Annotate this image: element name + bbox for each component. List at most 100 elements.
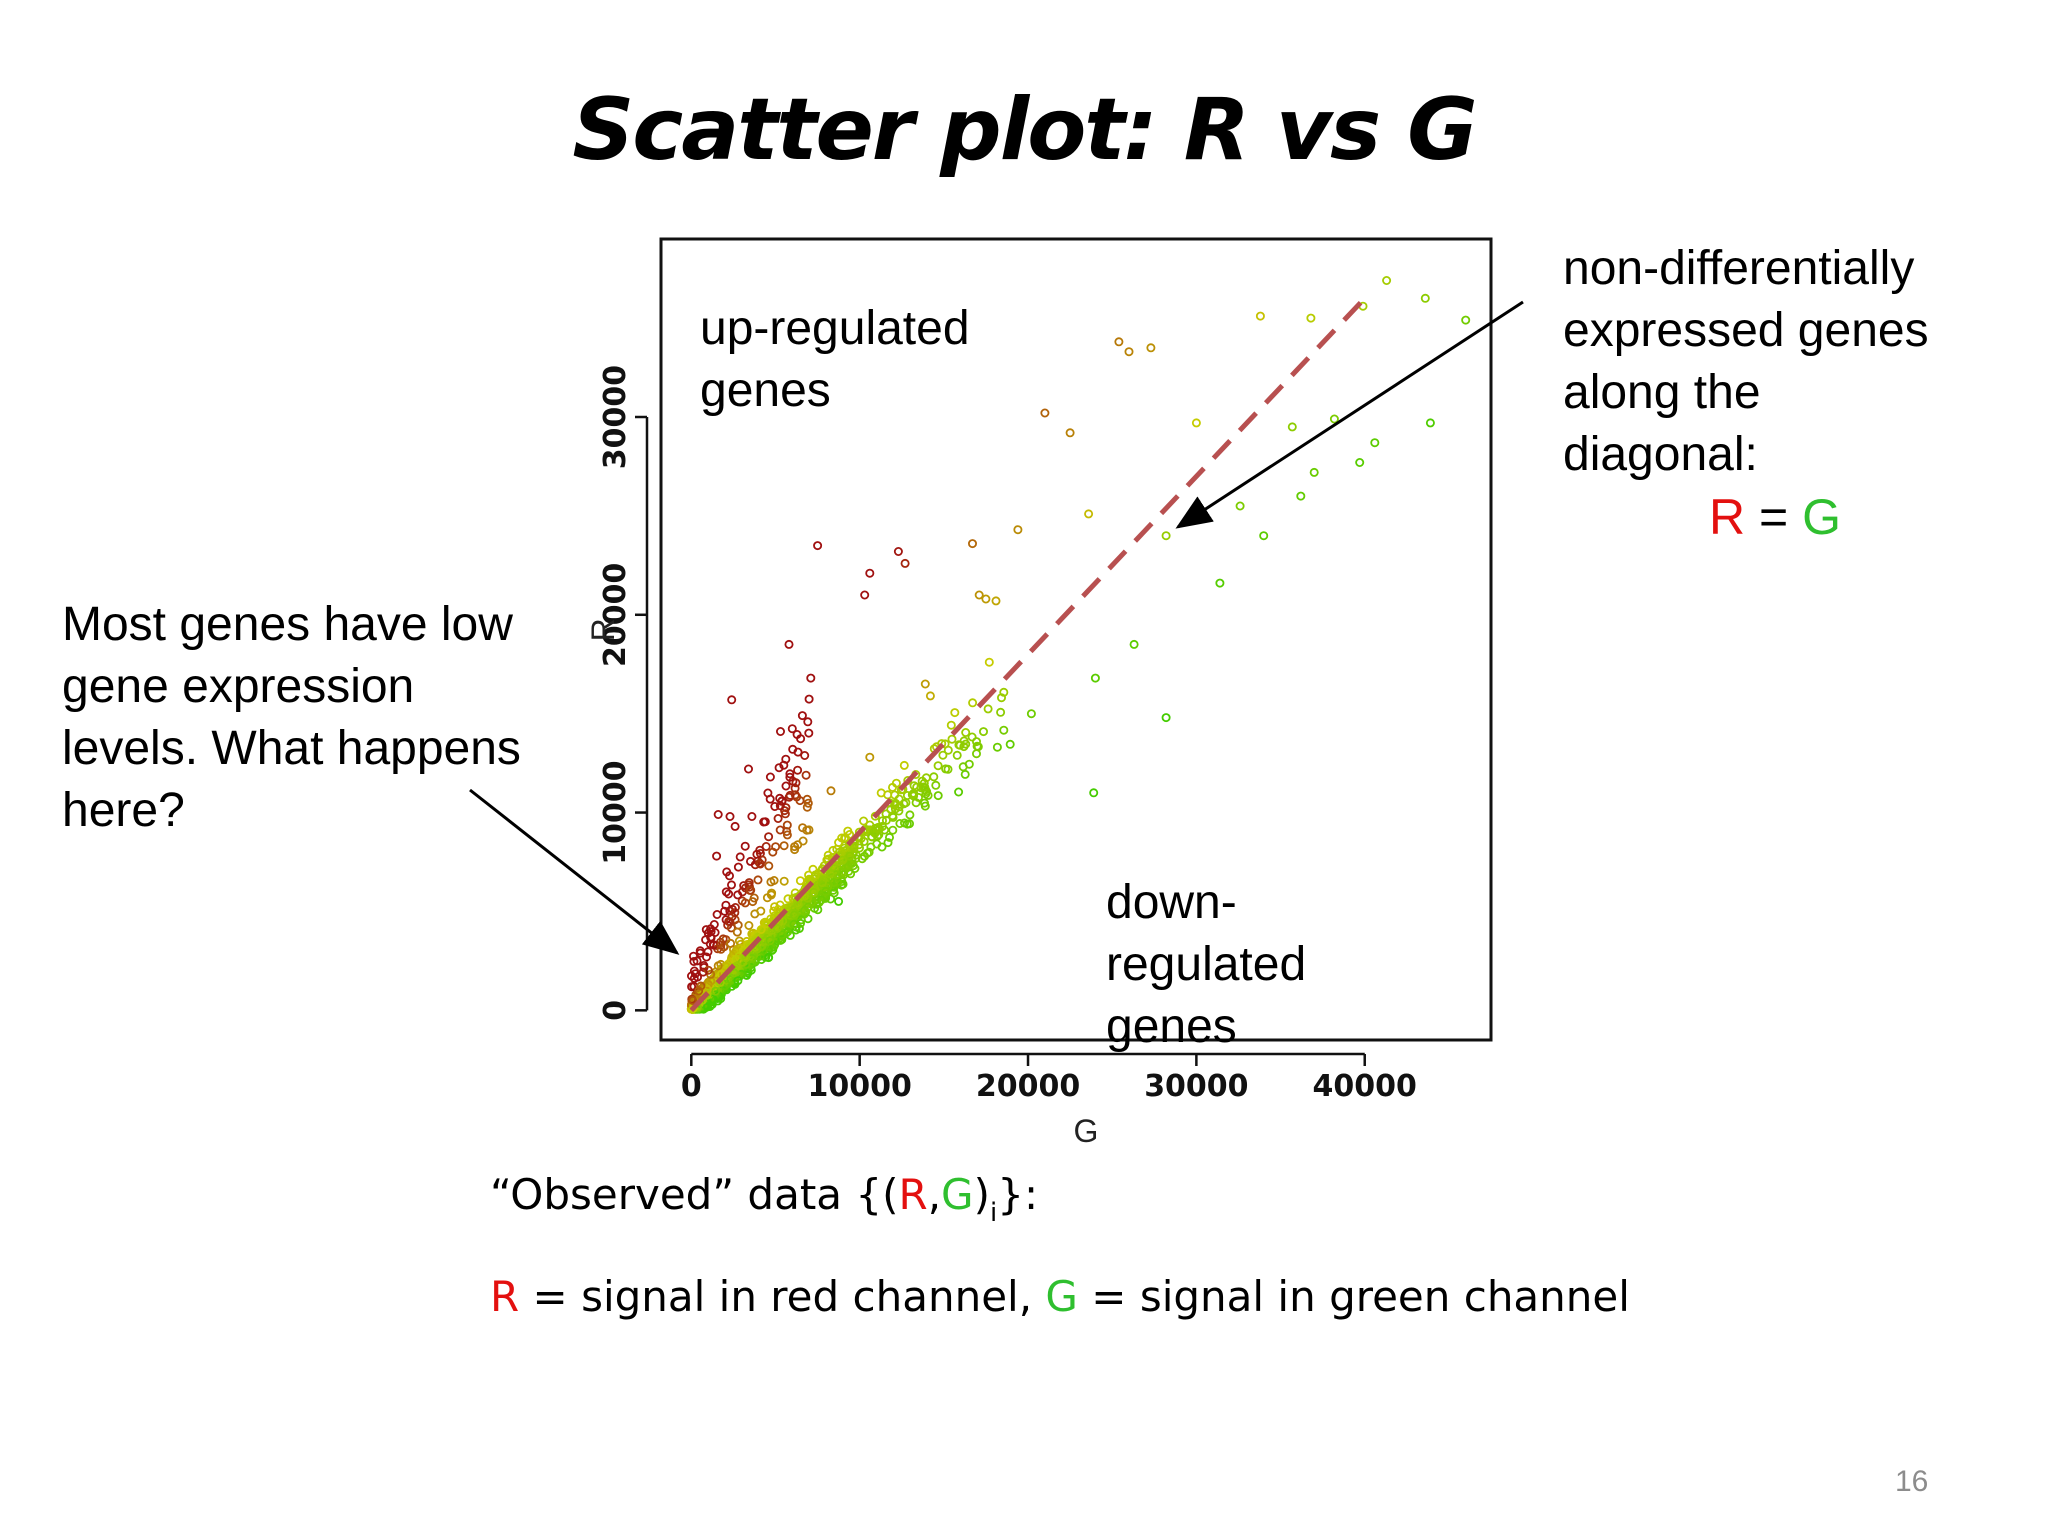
scatter-point [1124,347,1134,357]
scatter-point [1329,414,1339,424]
down-regulated-line-1: down- [1106,876,1237,929]
scatter-point [1215,578,1225,588]
scatter-point [747,812,757,822]
scatter-point [688,995,698,1005]
scatter-point [950,708,960,718]
scatter-point [1146,343,1156,353]
scatter-point [713,961,723,971]
scatter-point [806,673,816,683]
scatter-point [774,763,784,773]
scatter-point [793,765,803,775]
x-tick-label: 20000 [976,1069,1080,1104]
scatter-point [804,728,814,738]
scatter-point [893,547,903,557]
x-axis-label: G [1074,1113,1099,1149]
scatter-point [905,810,915,820]
scatter-point [722,867,732,877]
scatter-point [891,778,901,788]
observed-suffix: }: [997,1170,1039,1219]
scatter-point [890,800,900,810]
up-regulated-line-2: genes [700,364,831,417]
y-tick-label: 20000 [598,563,633,667]
up-regulated-line-1: up-regulated [700,302,970,355]
slide-title: Scatter plot: R vs G [572,80,1477,180]
scatter-point [781,781,791,791]
scatter-point [999,725,1009,735]
scatter-point [1040,408,1050,418]
scatter-point [1420,293,1430,303]
scatter-point [1026,709,1036,719]
scatter-point [1065,428,1075,438]
diagonal-line [689,296,1367,1013]
scatter-point [888,825,898,835]
scatter-point [825,869,835,879]
scatter-point [803,902,813,912]
scatter-point [878,816,888,826]
scatter-point [749,893,759,903]
observed-r: R [898,1170,928,1219]
scatter-point [755,859,765,869]
down-regulated-line-2: regulated [1106,938,1307,991]
scatter-point [795,796,805,806]
non-diff-line-4: diagonal: [1563,428,1758,481]
scatter-point [796,915,806,925]
scatter-point [1235,501,1245,511]
scatter-point [972,749,982,759]
non-diff-line-2: expressed genes [1563,304,1929,357]
non-diff-line-3: along the [1563,366,1761,419]
scatter-point [954,787,964,797]
scatter-point [790,842,800,852]
definition-r: R [490,1272,520,1321]
scatter-point [798,836,808,846]
scatter-point [765,772,775,782]
scatter-point [834,838,844,848]
label-up-regulated: up-regulated genes [700,298,970,422]
axes: 0 10000 20000 30000 40000 0 10000 20000 30000 G R [585,365,1417,1149]
scatter-point [782,820,792,830]
scatter-point [752,849,762,859]
arrow-low-expression [469,788,680,955]
y-axis-label: R [585,618,621,641]
scatter-point [766,877,776,887]
scatter-point [929,772,939,782]
scatter-point [838,855,848,865]
label-non-differential: non-differentially expressed genes along… [1563,238,1929,486]
scatter-point [792,730,802,740]
scatter-point [804,694,814,704]
scatter-point [756,906,766,916]
scatter-point [793,900,803,910]
scatter-point [727,912,737,922]
scatter-point [777,935,787,945]
equation-g: G [1802,489,1841,545]
observed-data-line: “Observed” data {(R,G)i}: [490,1170,1038,1238]
scatter-point [1090,673,1100,683]
scatter-point [1306,313,1316,323]
scatter-point [911,798,921,808]
scatter-point [972,741,982,751]
equation-r: R [1709,489,1746,545]
scatter-point [895,819,905,829]
scatter-point [716,944,726,954]
scatter-point [779,876,789,886]
scatter-point [727,880,737,890]
scatter-point [925,691,935,701]
scatter-point [885,832,895,842]
scatter-point [979,727,989,737]
scatter-point [773,905,783,915]
scatter-point [802,802,812,812]
equation-r-equals-g: R = G [1709,487,1841,547]
scatter-point [821,886,831,896]
scatter-point [753,875,763,885]
scatter-point [716,940,726,950]
scatter-point [1287,422,1297,432]
scatter-point [1129,639,1139,649]
scatter-point [770,802,780,812]
scatter-point [856,833,866,843]
scatter-point [933,791,943,801]
scatter-point [689,973,699,983]
scatter-point [997,693,1007,703]
scatter-point [968,539,978,549]
scatter-point [972,737,982,747]
scatter-point [816,895,826,905]
